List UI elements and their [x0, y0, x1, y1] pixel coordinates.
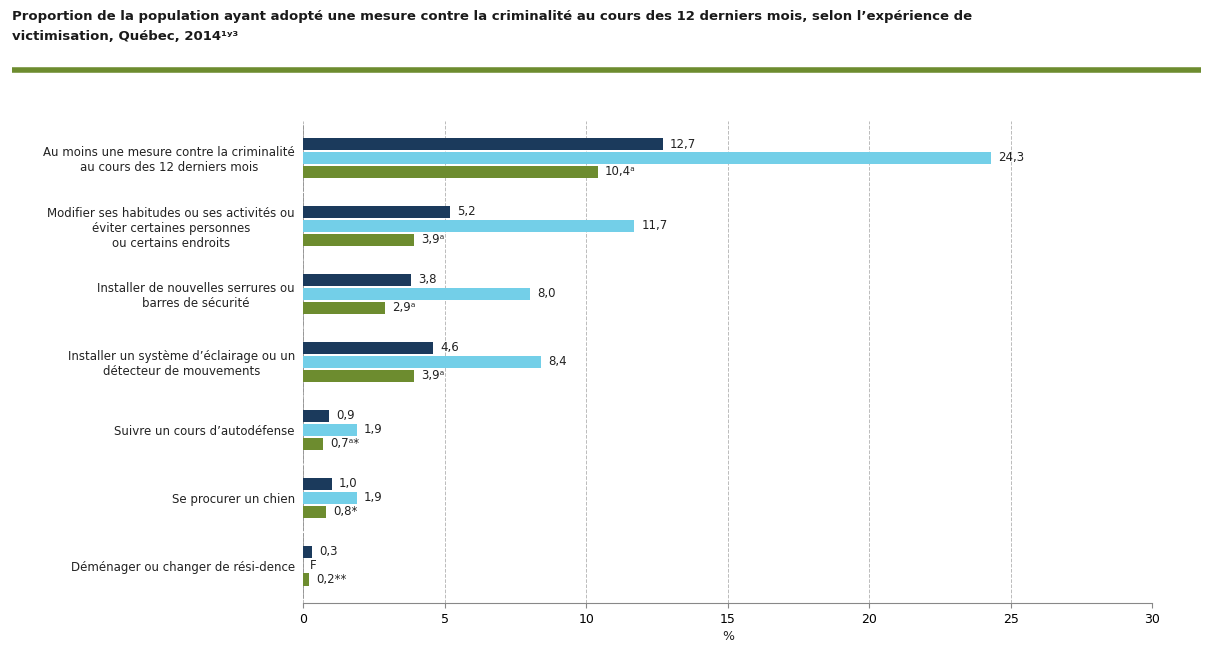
- Text: 11,7: 11,7: [642, 219, 667, 232]
- Bar: [303, 409, 329, 422]
- Text: 0,8*: 0,8*: [332, 505, 358, 518]
- Text: 3,8: 3,8: [417, 273, 437, 287]
- Text: victimisation, Québec, 2014¹ʸ³: victimisation, Québec, 2014¹ʸ³: [12, 30, 239, 43]
- Text: 1,9: 1,9: [364, 423, 383, 436]
- Text: 5,2: 5,2: [457, 206, 477, 218]
- Bar: [303, 505, 326, 518]
- Text: 24,3: 24,3: [998, 151, 1024, 164]
- X-axis label: %: %: [722, 630, 734, 643]
- Bar: [303, 423, 357, 436]
- Bar: [303, 574, 309, 586]
- Legend: Ensemble de la population, Victimes, Non-victimes: Ensemble de la population, Victimes, Non…: [505, 667, 951, 670]
- Bar: [303, 274, 411, 286]
- Bar: [303, 478, 331, 490]
- Text: 1,9: 1,9: [364, 491, 383, 505]
- Text: 1,0: 1,0: [338, 477, 358, 490]
- Bar: [303, 287, 530, 300]
- Text: 8,4: 8,4: [548, 355, 566, 369]
- Bar: [303, 165, 598, 178]
- Text: 0,3: 0,3: [319, 545, 337, 558]
- Text: 2,9ᵃ: 2,9ᵃ: [392, 302, 416, 314]
- Bar: [303, 152, 991, 164]
- Text: 3,9ᵃ: 3,9ᵃ: [421, 369, 444, 382]
- Bar: [303, 545, 312, 558]
- Text: 12,7: 12,7: [670, 137, 696, 151]
- Text: 0,7ᵃ*: 0,7ᵃ*: [330, 437, 359, 450]
- Text: 8,0: 8,0: [536, 287, 556, 300]
- Bar: [303, 220, 634, 232]
- Bar: [303, 206, 450, 218]
- Bar: [303, 356, 541, 368]
- Bar: [303, 138, 662, 150]
- Text: Proportion de la population ayant adopté une mesure contre la criminalité au cou: Proportion de la population ayant adopté…: [12, 10, 973, 23]
- Bar: [303, 302, 386, 314]
- Text: 0,9: 0,9: [336, 409, 354, 422]
- Bar: [303, 492, 357, 504]
- Text: F: F: [311, 559, 317, 572]
- Text: 3,9ᵃ: 3,9ᵃ: [421, 233, 444, 247]
- Bar: [303, 370, 414, 382]
- Bar: [303, 234, 414, 246]
- Text: 0,2**: 0,2**: [315, 573, 347, 586]
- Text: 10,4ᵃ: 10,4ᵃ: [604, 165, 636, 178]
- Bar: [303, 342, 433, 354]
- Bar: [303, 438, 323, 450]
- Text: 4,6: 4,6: [440, 342, 460, 354]
